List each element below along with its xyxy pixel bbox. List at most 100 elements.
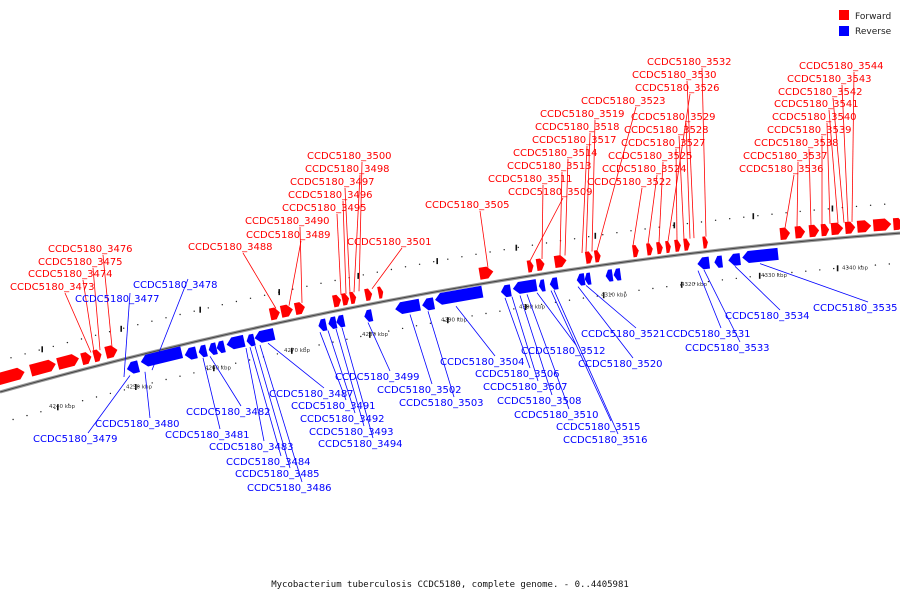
forward-gene-label[interactable]: CCDC5180_3517 bbox=[532, 135, 617, 146]
forward-gene-label[interactable]: CCDC5180_3537 bbox=[743, 151, 828, 162]
gene-arrow[interactable] bbox=[794, 226, 806, 239]
reverse-gene-label[interactable]: CCDC5180_3479 bbox=[33, 434, 118, 445]
reverse-gene-18-arrow[interactable] bbox=[538, 279, 546, 292]
forward-gene-label[interactable]: CCDC5180_3525 bbox=[608, 151, 693, 162]
forward-gene-label[interactable]: CCDC5180_3476 bbox=[48, 244, 133, 255]
gene-arrow[interactable] bbox=[268, 307, 281, 321]
reverse-gene-25-arrow[interactable] bbox=[714, 255, 724, 268]
gene-arrow[interactable] bbox=[421, 297, 436, 311]
forward-gene-0-arrow[interactable] bbox=[0, 366, 26, 386]
forward-gene-label[interactable]: CCDC5180_3536 bbox=[739, 164, 824, 175]
forward-gene-label[interactable]: CCDC5180_3490 bbox=[245, 216, 330, 227]
gene-arrow[interactable] bbox=[279, 304, 294, 318]
forward-gene-1-arrow[interactable] bbox=[29, 358, 57, 377]
forward-gene-label[interactable]: CCDC5180_3527 bbox=[621, 138, 706, 149]
gene-arrow[interactable] bbox=[349, 291, 357, 305]
gene-arrow[interactable] bbox=[125, 360, 141, 375]
gene-arrow[interactable] bbox=[742, 247, 779, 264]
gene-arrow[interactable] bbox=[92, 349, 103, 363]
gene-arrow[interactable] bbox=[665, 240, 671, 254]
reverse-gene-label[interactable]: CCDC5180_3531 bbox=[666, 329, 751, 340]
forward-gene-20-arrow[interactable] bbox=[632, 244, 640, 258]
forward-gene-6-arrow[interactable] bbox=[268, 307, 281, 321]
reverse-gene-11-arrow[interactable] bbox=[335, 314, 346, 328]
forward-gene-30-arrow[interactable] bbox=[820, 223, 830, 237]
reverse-gene-label[interactable]: CCDC5180_3484 bbox=[226, 457, 311, 468]
gene-arrow[interactable] bbox=[714, 255, 724, 268]
reverse-gene-10-arrow[interactable] bbox=[327, 316, 338, 330]
reverse-gene-8-arrow[interactable] bbox=[253, 328, 276, 344]
reverse-gene-22-arrow[interactable] bbox=[605, 269, 614, 282]
gene-arrow[interactable] bbox=[779, 227, 791, 241]
reverse-gene-label[interactable]: CCDC5180_3482 bbox=[186, 407, 271, 418]
forward-gene-label[interactable]: CCDC5180_3495 bbox=[282, 203, 367, 214]
reverse-gene-label[interactable]: CCDC5180_3512 bbox=[521, 346, 606, 357]
forward-gene-label[interactable]: CCDC5180_3496 bbox=[288, 190, 373, 201]
forward-gene-label[interactable]: CCDC5180_3523 bbox=[581, 96, 666, 107]
gene-arrow[interactable] bbox=[728, 253, 741, 266]
reverse-gene-14-arrow[interactable] bbox=[421, 297, 436, 311]
gene-arrow[interactable] bbox=[844, 221, 856, 235]
forward-gene-label[interactable]: CCDC5180_3497 bbox=[290, 177, 375, 188]
forward-gene-label[interactable]: CCDC5180_3542 bbox=[778, 87, 863, 98]
gene-arrow[interactable] bbox=[253, 328, 276, 344]
forward-gene-15-arrow[interactable] bbox=[526, 260, 535, 273]
forward-gene-35-arrow[interactable] bbox=[892, 217, 900, 231]
forward-gene-label[interactable]: CCDC5180_3500 bbox=[307, 151, 392, 162]
forward-gene-18-arrow[interactable] bbox=[584, 251, 594, 264]
gene-arrow[interactable] bbox=[245, 333, 256, 347]
gene-arrow[interactable] bbox=[605, 269, 614, 282]
gene-arrow[interactable] bbox=[512, 279, 538, 295]
reverse-gene-13-arrow[interactable] bbox=[394, 298, 421, 315]
reverse-gene-3-arrow[interactable] bbox=[197, 344, 208, 359]
gene-arrow[interactable] bbox=[394, 298, 421, 315]
gene-arrow[interactable] bbox=[364, 288, 373, 302]
forward-gene-2-arrow[interactable] bbox=[56, 353, 80, 370]
reverse-gene-label[interactable]: CCDC5180_3521 bbox=[581, 329, 666, 340]
reverse-gene-6-arrow[interactable] bbox=[225, 334, 246, 351]
forward-gene-3-arrow[interactable] bbox=[80, 351, 93, 366]
reverse-gene-label[interactable]: CCDC5180_3478 bbox=[133, 280, 218, 291]
gene-arrow[interactable] bbox=[0, 366, 26, 386]
gene-arrow[interactable] bbox=[183, 346, 198, 360]
forward-gene-4-arrow[interactable] bbox=[92, 349, 103, 363]
reverse-gene-label[interactable]: CCDC5180_3503 bbox=[399, 398, 484, 409]
forward-gene-label[interactable]: CCDC5180_3514 bbox=[513, 148, 598, 159]
forward-gene-label[interactable]: CCDC5180_3519 bbox=[540, 109, 625, 120]
reverse-gene-1-arrow[interactable] bbox=[139, 346, 184, 368]
forward-gene-label[interactable]: CCDC5180_3509 bbox=[508, 187, 593, 198]
forward-gene-label[interactable]: CCDC5180_3524 bbox=[602, 164, 687, 175]
forward-gene-label[interactable]: CCDC5180_3474 bbox=[28, 269, 113, 280]
reverse-gene-9-arrow[interactable] bbox=[317, 318, 328, 332]
reverse-gene-24-arrow[interactable] bbox=[697, 256, 711, 270]
gene-arrow[interactable] bbox=[593, 250, 602, 263]
reverse-gene-label[interactable]: CCDC5180_3535 bbox=[813, 303, 898, 314]
forward-gene-label[interactable]: CCDC5180_3532 bbox=[647, 57, 732, 68]
reverse-gene-label[interactable]: CCDC5180_3492 bbox=[300, 414, 385, 425]
forward-gene-11-arrow[interactable] bbox=[349, 291, 357, 305]
gene-arrow[interactable] bbox=[856, 220, 872, 233]
reverse-gene-2-arrow[interactable] bbox=[183, 346, 198, 360]
forward-gene-label[interactable]: CCDC5180_3505 bbox=[425, 200, 510, 211]
reverse-gene-label[interactable]: CCDC5180_3485 bbox=[235, 469, 320, 480]
gene-arrow[interactable] bbox=[646, 243, 653, 256]
reverse-gene-27-arrow[interactable] bbox=[742, 247, 779, 264]
gene-arrow[interactable] bbox=[872, 218, 892, 232]
forward-gene-label[interactable]: CCDC5180_3522 bbox=[587, 177, 672, 188]
forward-gene-28-arrow[interactable] bbox=[794, 226, 806, 239]
gene-arrow[interactable] bbox=[820, 223, 830, 237]
reverse-gene-label[interactable]: CCDC5180_3515 bbox=[556, 422, 641, 433]
reverse-gene-12-arrow[interactable] bbox=[363, 309, 374, 322]
reverse-gene-20-arrow[interactable] bbox=[576, 273, 586, 286]
forward-gene-label[interactable]: CCDC5180_3473 bbox=[10, 282, 95, 293]
forward-gene-17-arrow[interactable] bbox=[553, 254, 568, 269]
gene-arrow[interactable] bbox=[549, 277, 559, 290]
forward-gene-10-arrow[interactable] bbox=[341, 293, 350, 306]
forward-gene-8-arrow[interactable] bbox=[293, 301, 306, 315]
reverse-gene-15-arrow[interactable] bbox=[434, 285, 484, 306]
reverse-gene-label[interactable]: CCDC5180_3508 bbox=[497, 396, 582, 407]
gene-arrow[interactable] bbox=[674, 239, 681, 252]
forward-gene-label[interactable]: CCDC5180_3544 bbox=[799, 61, 884, 72]
reverse-gene-label[interactable]: CCDC5180_3486 bbox=[247, 483, 332, 494]
gene-arrow[interactable] bbox=[584, 272, 592, 285]
